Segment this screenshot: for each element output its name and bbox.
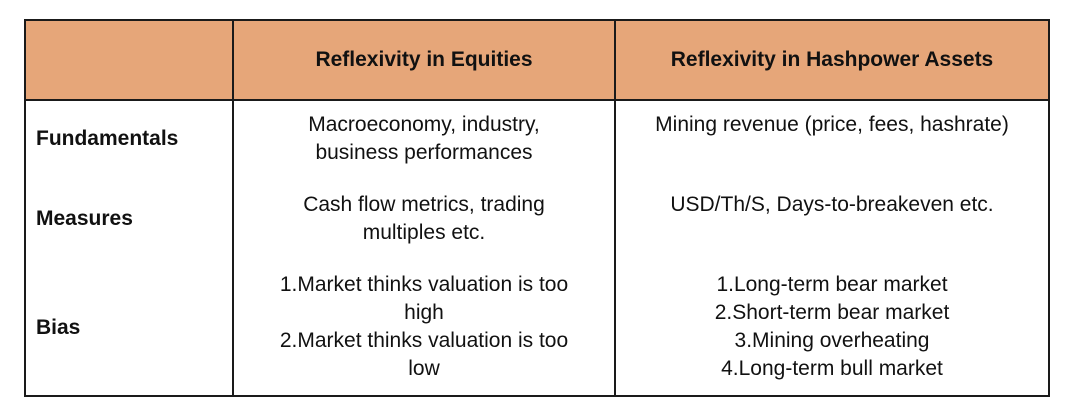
row-label-bias: Bias — [36, 316, 81, 339]
column-divider-1 — [232, 21, 234, 395]
header-empty-cell — [26, 21, 232, 99]
row-label-measures: Measures — [36, 207, 133, 230]
column-divider-2 — [614, 21, 616, 395]
header-equities: Reflexivity in Equities — [315, 48, 533, 71]
hashpower-fundamentals: Mining revenue (price, fees, hashrate) — [655, 113, 1009, 136]
hashpower-measures: USD/Th/S, Days-to-breakeven etc. — [670, 193, 994, 216]
equities-fundamentals: Macroeconomy, industry, business perform… — [308, 113, 540, 164]
equities-bias: 1.Market thinks valuation is too high 2.… — [279, 273, 569, 380]
header-hashpower: Reflexivity in Hashpower Assets — [670, 48, 994, 71]
hashpower-bias: 1.Long-term bear market 2.Short-term bea… — [714, 273, 950, 380]
row-label-fundamentals: Fundamentals — [36, 127, 179, 150]
equities-measures: Cash flow metrics, trading multiples etc… — [303, 193, 545, 244]
comparison-table: Reflexivity in Equities Reflexivity in H… — [24, 19, 1050, 397]
table-header — [26, 21, 1048, 101]
